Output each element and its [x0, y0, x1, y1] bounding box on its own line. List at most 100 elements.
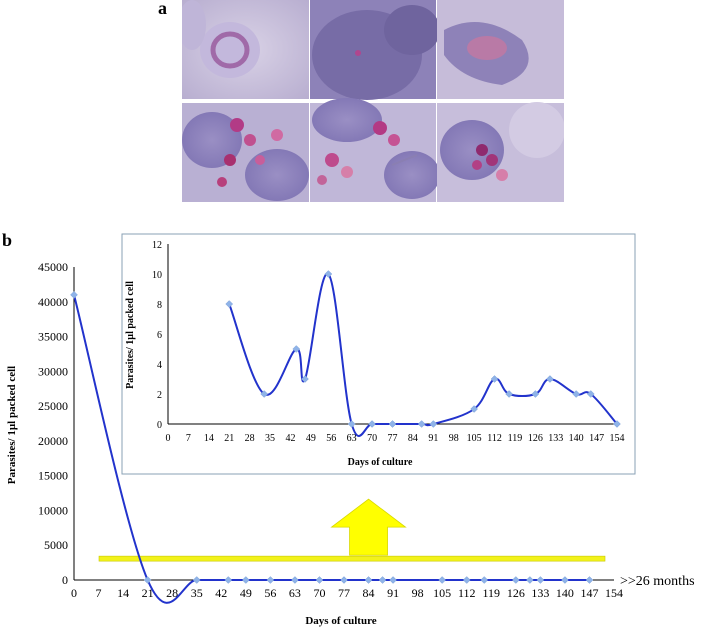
inset-x-label: Days of culture [348, 457, 413, 468]
inset-x-tick-label: 35 [265, 433, 275, 444]
inset-x-tick-label: 7 [186, 433, 191, 444]
main-data-point [315, 576, 324, 584]
inset-data-point [388, 420, 397, 428]
main-data-point [266, 576, 275, 584]
main-y-tick-label: 40000 [38, 295, 68, 309]
inset-data-point [470, 405, 478, 413]
main-data-point [438, 576, 447, 584]
inset-y-tick-label: 10 [152, 270, 162, 281]
panel-label-a: a [158, 0, 167, 18]
main-data-point [585, 576, 594, 584]
main-x-tick-label: 77 [338, 586, 350, 600]
main-x-tick-label: 91 [387, 586, 399, 600]
main-data-point [480, 576, 489, 584]
main-x-tick-label: 98 [412, 586, 424, 600]
inset-x-tick-label: 56 [326, 433, 336, 444]
main-x-tick-label: 126 [507, 586, 525, 600]
main-x-tick-label: 28 [166, 586, 178, 600]
main-x-tick-label: 84 [363, 586, 375, 600]
inset-data-point [429, 420, 438, 428]
main-data-point [389, 576, 397, 584]
inset-x-tick-label: 140 [569, 433, 584, 444]
main-x-tick-label: 140 [556, 586, 574, 600]
inset-data-point [572, 390, 581, 398]
main-x-tick-label: 0 [71, 586, 77, 600]
inset-y-tick-label: 4 [157, 360, 162, 371]
main-y-tick-label: 0 [62, 573, 68, 587]
inset-data-point [546, 375, 554, 383]
inset-x-tick-label: 112 [487, 433, 502, 444]
main-x-tick-label: 42 [215, 586, 227, 600]
main-data-point [70, 290, 78, 299]
main-y-tick-label: 5000 [44, 538, 68, 552]
inset-y-tick-label: 2 [157, 390, 162, 401]
inset-data-point [613, 420, 621, 428]
inset-x-tick-label: 14 [204, 433, 214, 444]
main-x-tick-label: 14 [117, 586, 129, 600]
panel-label-b: b [2, 230, 13, 250]
main-y-tick-label: 10000 [38, 503, 68, 517]
inset-data-point [586, 390, 595, 398]
inset-data-point [417, 420, 426, 428]
inset-x-tick-label: 147 [589, 433, 604, 444]
micrograph-panel-2 [310, 0, 440, 100]
inset-data-point [260, 390, 269, 398]
inset-x-tick-label: 91 [428, 433, 438, 444]
highlight-band [98, 555, 606, 562]
main-y-tick-label: 30000 [38, 364, 68, 378]
micrograph-panel-3 [437, 0, 564, 99]
main-x-tick-label: 21 [142, 586, 154, 600]
main-data-point [224, 576, 233, 584]
main-x-tick-label: 49 [240, 586, 252, 600]
main-y-tick-label: 45000 [38, 260, 68, 274]
main-x-label: Days of culture [305, 615, 376, 627]
inset-x-tick-label: 119 [508, 433, 523, 444]
inset-data-point [225, 300, 234, 308]
inset-x-tick-label: 77 [388, 433, 398, 444]
inset-y-tick-label: 12 [152, 240, 162, 251]
inset-x-tick-label: 98 [449, 433, 459, 444]
inset-y-label: Parasites/ 1µl packed cell [125, 281, 136, 389]
inset-data-point [292, 345, 301, 353]
main-chart: 0500010000150002000025000300003500040000… [6, 260, 695, 627]
micrograph-panel-6 [437, 102, 564, 202]
upward-arrow [330, 498, 407, 556]
inset-data-point [490, 375, 499, 383]
main-x-tick-label: 119 [482, 586, 500, 600]
inset-x-tick-label: 70 [367, 433, 377, 444]
inset-y-tick-label: 8 [157, 300, 162, 311]
inset-x-tick-label: 105 [467, 433, 482, 444]
main-data-point [525, 576, 534, 584]
main-data-point [192, 576, 201, 584]
main-x-tick-label: 147 [580, 586, 598, 600]
inset-x-tick-label: 133 [548, 433, 563, 444]
inset-x-tick-label: 84 [408, 433, 418, 444]
inset-x-tick-label: 28 [245, 433, 255, 444]
main-x-tick-label: 70 [313, 586, 325, 600]
main-x-tick-label: 7 [96, 586, 102, 600]
main-y-label: Parasites/ 1µl packed cell [6, 366, 18, 484]
inset-data-point [505, 390, 513, 398]
main-data-point [291, 576, 299, 584]
inset-data-point [368, 420, 376, 428]
inset-data-point [347, 420, 356, 428]
inset-x-tick-label: 21 [224, 433, 234, 444]
micrograph-grid [182, 0, 564, 202]
main-data-point [241, 576, 250, 584]
inset-y-tick-label: 6 [157, 330, 162, 341]
main-y-tick-label: 20000 [38, 434, 68, 448]
main-data-point [143, 576, 152, 584]
duration-annotation: >>26 months [620, 574, 695, 589]
main-x-tick-label: 112 [458, 586, 476, 600]
main-data-point [462, 576, 471, 584]
micrograph-panel-4 [182, 103, 309, 202]
main-y-tick-label: 15000 [38, 469, 68, 483]
main-data-point [561, 576, 569, 584]
main-y-tick-label: 35000 [38, 330, 68, 344]
main-x-tick-label: 105 [433, 586, 451, 600]
main-data-point [340, 576, 348, 584]
inset-data-point [301, 375, 309, 383]
inset-frame [121, 233, 636, 475]
inset-x-tick-label: 63 [347, 433, 357, 444]
